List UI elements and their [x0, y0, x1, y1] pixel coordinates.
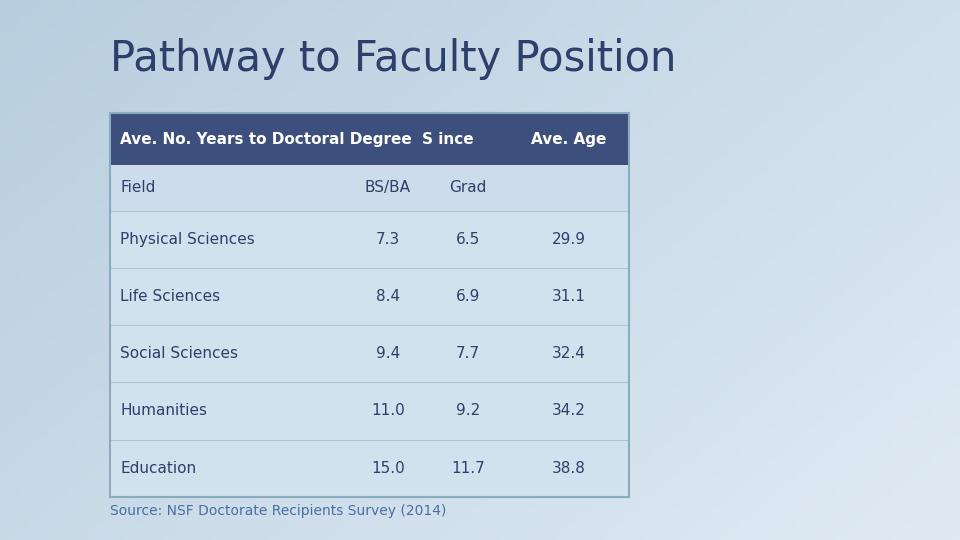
Text: Grad: Grad	[449, 180, 487, 195]
Text: Ave. Age: Ave. Age	[532, 132, 607, 146]
Bar	[110, 325, 629, 382]
Bar	[110, 165, 629, 211]
Text: 32.4: 32.4	[552, 346, 587, 361]
Text: 6.9: 6.9	[456, 289, 480, 304]
Text: 11.7: 11.7	[451, 461, 485, 476]
Text: 8.4: 8.4	[375, 289, 399, 304]
Text: 7.7: 7.7	[456, 346, 480, 361]
Bar	[110, 268, 629, 325]
Text: Physical Sciences: Physical Sciences	[120, 232, 254, 247]
Text: Education: Education	[120, 461, 196, 476]
Text: BS/BA: BS/BA	[365, 180, 411, 195]
Text: 31.1: 31.1	[552, 289, 587, 304]
Text: Pathway to Faculty Position: Pathway to Faculty Position	[110, 38, 677, 80]
Text: Life Sciences: Life Sciences	[120, 289, 220, 304]
Text: Source: NSF Doctorate Recipients Survey (2014): Source: NSF Doctorate Recipients Survey …	[110, 504, 446, 518]
Bar	[110, 113, 629, 165]
Text: 11.0: 11.0	[371, 403, 404, 418]
Text: Social Sciences: Social Sciences	[120, 346, 238, 361]
Text: 38.8: 38.8	[552, 461, 587, 476]
Bar	[110, 382, 629, 440]
Bar	[110, 440, 629, 497]
Text: S ince: S ince	[421, 132, 473, 146]
Bar	[110, 211, 629, 268]
Text: 7.3: 7.3	[375, 232, 400, 247]
Text: 9.4: 9.4	[375, 346, 400, 361]
Text: 9.2: 9.2	[456, 403, 480, 418]
Text: 34.2: 34.2	[552, 403, 587, 418]
Text: 29.9: 29.9	[552, 232, 587, 247]
Text: Field: Field	[120, 180, 156, 195]
Text: 6.5: 6.5	[456, 232, 480, 247]
Text: Ave. No. Years to Doctoral Degree: Ave. No. Years to Doctoral Degree	[120, 132, 412, 146]
Text: 15.0: 15.0	[371, 461, 404, 476]
Text: Humanities: Humanities	[120, 403, 207, 418]
